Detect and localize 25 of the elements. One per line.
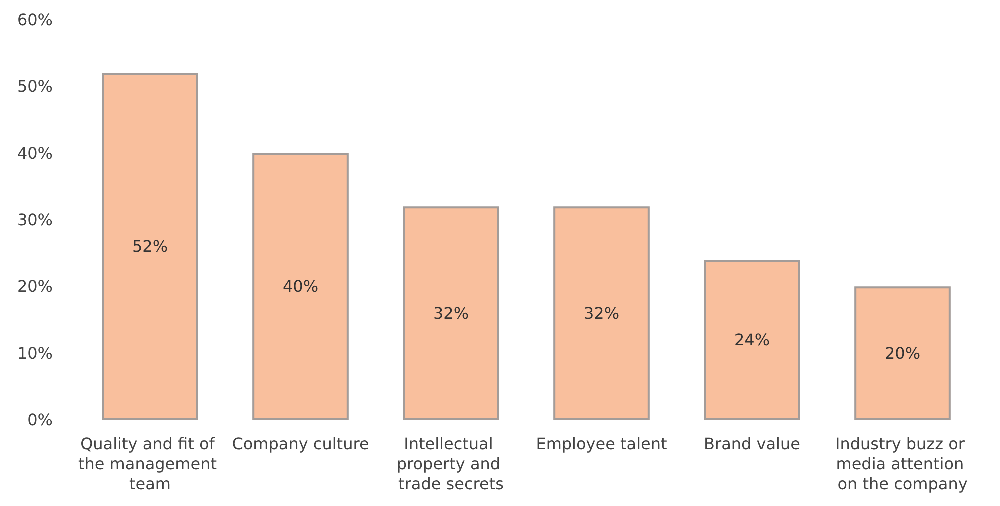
data-label: 24% — [734, 330, 770, 350]
x-tick-label: Quality and fit of the management team — [78, 434, 222, 494]
bar — [854, 286, 951, 420]
bar — [252, 153, 349, 420]
x-tick-label: Employee talent — [536, 434, 668, 454]
y-tick-label: 60% — [17, 10, 53, 30]
y-tick-label: 40% — [17, 144, 53, 163]
y-tick-label: 0% — [28, 410, 53, 430]
x-tick-label: Company culture — [232, 434, 370, 454]
y-tick-label: 10% — [17, 344, 53, 363]
y-tick-label: 20% — [17, 277, 53, 296]
bar — [102, 73, 198, 420]
data-label: 32% — [584, 304, 620, 323]
y-tick-label: 50% — [17, 77, 53, 96]
x-tick-label: Intellectual property and trade secrets — [396, 434, 506, 494]
data-label: 32% — [433, 304, 470, 323]
bar — [403, 206, 500, 420]
x-tick-label: Brand value — [704, 434, 800, 454]
data-label: 52% — [132, 237, 168, 256]
data-label: 20% — [884, 344, 921, 363]
bar — [554, 206, 650, 420]
bar — [704, 260, 800, 420]
data-label: 40% — [282, 277, 319, 296]
x-tick-label: Industry buzz or media attention on the company — [835, 434, 970, 494]
y-tick-label: 30% — [17, 210, 53, 230]
